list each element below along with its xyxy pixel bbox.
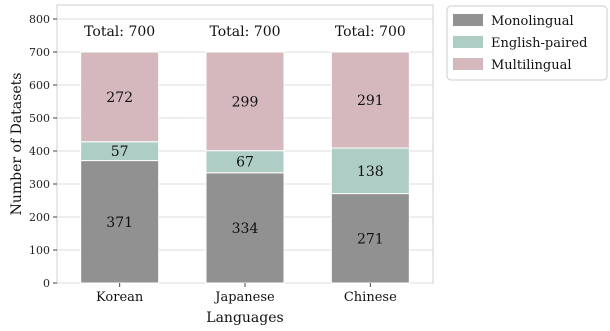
legend-label: English-paired (491, 36, 587, 51)
total-label: Total: 700 (335, 24, 406, 40)
total-label: Total: 700 (209, 24, 280, 40)
bar-value-label: 271 (357, 231, 384, 247)
bars: 371 57 272 Total: 700 334 67 299 Total: 700 271 1… (80, 24, 410, 284)
legend: Monolingual English-paired Multilingual (446, 5, 608, 81)
legend-label: Multilingual (491, 58, 572, 73)
legend-swatch (453, 58, 483, 70)
x-axis: Korean Japanese Chinese (96, 283, 397, 305)
legend-label: Monolingual (491, 14, 574, 29)
bar-segment (205, 51, 285, 152)
bar-segment (330, 51, 410, 149)
y-tick-label: 200 (29, 211, 50, 224)
bar-segment (330, 193, 410, 284)
x-tick-label: Korean (96, 290, 144, 305)
total-label: Total: 700 (84, 24, 155, 40)
y-tick-label: 800 (29, 13, 50, 26)
x-tick-label: Japanese (213, 290, 275, 305)
bar-segment (330, 147, 410, 195)
y-tick-label: 300 (29, 178, 50, 191)
bar-value-label: 299 (232, 94, 259, 110)
bar-value-label: 138 (357, 164, 384, 180)
y-tick-label: 500 (29, 112, 50, 125)
legend-swatch (453, 36, 483, 48)
bar-value-label: 291 (357, 93, 384, 109)
legend-swatch (453, 14, 483, 26)
y-axis-label: Number of Datasets (9, 73, 25, 216)
bar-value-label: 57 (111, 144, 129, 160)
x-axis-label: Languages (206, 310, 283, 326)
y-tick-label: 600 (29, 79, 50, 92)
bar-value-label: 272 (106, 90, 133, 106)
y-tick-label: 100 (29, 244, 50, 257)
y-tick-label: 700 (29, 46, 50, 59)
legend-frame (446, 5, 608, 81)
y-tick-label: 400 (29, 145, 50, 158)
x-tick-label: Chinese (344, 290, 397, 305)
y-tick-label: 0 (43, 277, 50, 290)
y-axis: 0 100 200 300 400 500 600 700 800 (29, 13, 57, 290)
bar-value-label: 334 (232, 221, 259, 237)
bar-value-label: 371 (106, 215, 133, 231)
bar-segment (80, 51, 160, 143)
bar-value-label: 67 (236, 155, 254, 171)
